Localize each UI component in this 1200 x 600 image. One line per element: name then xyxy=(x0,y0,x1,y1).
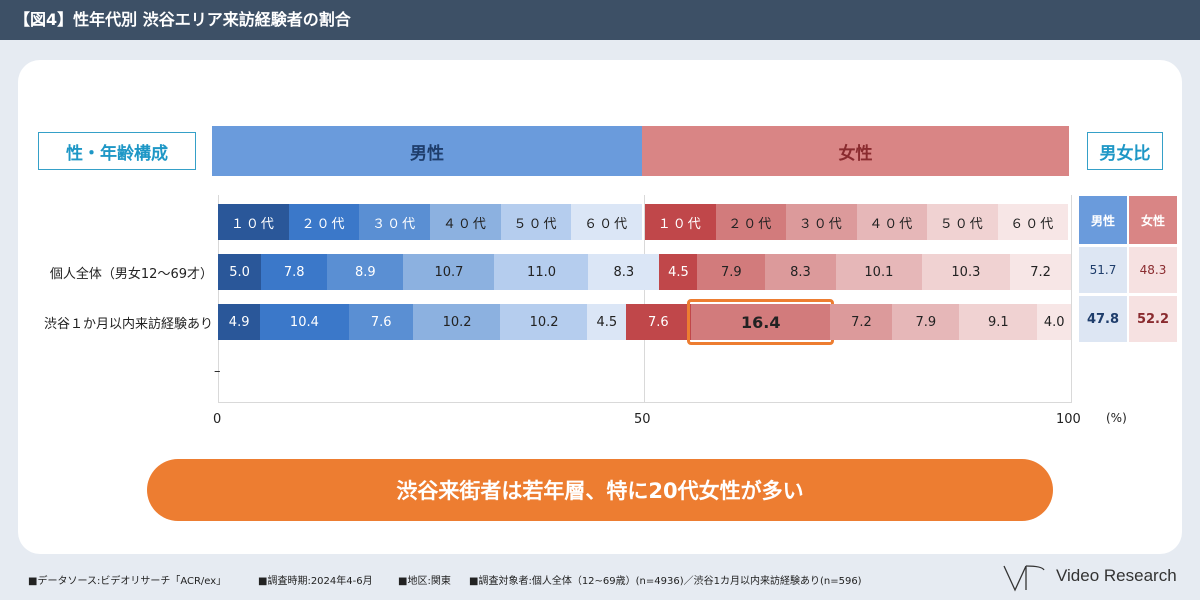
bar-segment: 9.1 xyxy=(959,304,1038,340)
bar-segment: 8.3 xyxy=(764,254,837,290)
ratio-male-1: 47.8 xyxy=(1079,296,1127,342)
bar-segment: 7.2 xyxy=(830,304,893,340)
footer-source: ■データソース:ビデオリサーチ「ACR/ex」 xyxy=(28,576,227,587)
bar-segment: 11.0 xyxy=(494,254,589,290)
ratio-female-0: 48.3 xyxy=(1129,247,1177,293)
highlight-box xyxy=(686,299,835,345)
bar-segment: 4.5 xyxy=(587,304,627,340)
bar-segment: 7.9 xyxy=(891,304,960,340)
composition-label: 性・年齢構成 xyxy=(38,132,196,170)
bar-segment: 16.4 xyxy=(690,304,831,340)
age-legend-male-40s: ４０代 xyxy=(430,204,501,240)
bar-segment: 10.1 xyxy=(835,254,923,290)
footer-period: ■調査時期:2024年4-6月 xyxy=(258,576,373,587)
logo-text: Video Research xyxy=(1056,566,1177,585)
ratio-female-1: 52.2 xyxy=(1129,296,1177,342)
age-legend-male-50s: ５０代 xyxy=(500,204,572,240)
bar-segment: 10.7 xyxy=(403,254,495,290)
age-legend-male-10s: １０代 xyxy=(218,204,289,240)
footer-area: ■地区:関東 xyxy=(398,576,451,587)
age-legend-female-50s: ５０代 xyxy=(927,204,998,240)
bar-segment: 4.9 xyxy=(218,304,261,340)
unit-label: (%) xyxy=(1106,411,1127,425)
bar-segment: 7.9 xyxy=(697,254,766,290)
bar-segment: 10.2 xyxy=(500,304,588,340)
bar-segment: 7.8 xyxy=(260,254,328,290)
logo-mark-icon xyxy=(1003,565,1045,592)
age-legend-female-30s: ３０代 xyxy=(786,204,857,240)
bar-segment: 7.6 xyxy=(625,304,692,340)
age-legend-female-10s: １０代 xyxy=(645,204,716,240)
bar-segment: 7.2 xyxy=(1009,254,1072,290)
row-label-0: 個人全体（男女12～69才） xyxy=(49,267,213,282)
ratio-male-0: 51.7 xyxy=(1079,247,1127,293)
page-title: 【図4】性年代別 渋谷エリア来訪経験者の割合 xyxy=(0,0,1200,40)
ratio-label: 男女比 xyxy=(1087,132,1163,170)
x-tick-50: 50 xyxy=(634,412,651,427)
age-legend-female-20s: ２０代 xyxy=(715,204,786,240)
bar-segment: 8.9 xyxy=(327,254,404,290)
age-legend-female-40s: ４０代 xyxy=(856,204,927,240)
ratio-header-female: 女性 xyxy=(1129,196,1177,244)
footer-target: ■調査対象者:個人全体（12~69歳）(n=4936)／渋谷1カ月以内来訪経験あ… xyxy=(469,576,862,587)
male-header: 男性 xyxy=(212,126,642,176)
row-label-1: 渋谷１か月以内来訪経験あり xyxy=(43,317,213,332)
bar-segment: 4.5 xyxy=(659,254,698,290)
bar-segment: 4.0 xyxy=(1036,304,1072,340)
age-legend-male-20s: ２０代 xyxy=(288,204,360,240)
ratio-header-male: 男性 xyxy=(1079,196,1127,244)
female-header: 女性 xyxy=(642,126,1069,176)
bar-segment: 5.0 xyxy=(218,254,262,290)
bar-segment: 7.6 xyxy=(348,304,414,340)
bar-segment: 10.2 xyxy=(413,304,501,340)
x-tick-0: 0 xyxy=(213,412,222,427)
x-tick-100: 100 xyxy=(1056,412,1081,427)
age-legend-female-60s: ６０代 xyxy=(997,204,1068,240)
age-legend-male-60s: ６０代 xyxy=(571,204,642,240)
conclusion-banner: 渋谷来街者は若年層、特に20代女性が多い xyxy=(147,459,1053,521)
bar-segment: 8.3 xyxy=(588,254,660,290)
bar-segment: 10.3 xyxy=(921,254,1011,290)
dash-mark: – xyxy=(214,364,221,379)
age-legend-male-30s: ３０代 xyxy=(359,204,430,240)
bar-segment: 10.4 xyxy=(259,304,349,340)
